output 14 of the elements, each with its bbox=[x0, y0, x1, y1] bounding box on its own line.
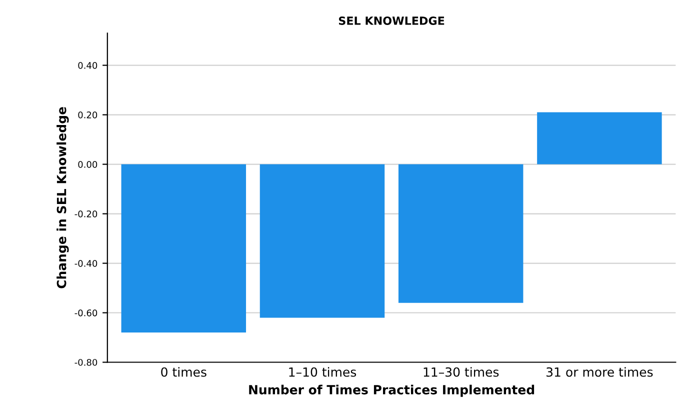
x-tick-label: 0 times bbox=[161, 367, 206, 377]
y-tick-label: -0.60 bbox=[74, 309, 98, 316]
x-tick-label: 31 or more times bbox=[546, 367, 653, 377]
chart-title: SEL KNOWLEDGE bbox=[338, 16, 444, 25]
y-tick-label: 0.40 bbox=[78, 62, 98, 69]
y-axis-title: Change in SEL Knowledge bbox=[56, 107, 69, 288]
x-axis-title: Number of Times Practices Implemented bbox=[249, 384, 534, 397]
x-tick-label: 1–10 times bbox=[289, 367, 356, 377]
y-tick-label: -0.80 bbox=[74, 358, 98, 366]
y-tick-label: -0.20 bbox=[74, 210, 98, 218]
y-tick-label: 0.00 bbox=[78, 161, 98, 168]
y-tick-label: -0.40 bbox=[74, 260, 98, 267]
x-tick-label: 11–30 times bbox=[424, 367, 499, 377]
y-tick-label: 0.20 bbox=[78, 112, 98, 118]
